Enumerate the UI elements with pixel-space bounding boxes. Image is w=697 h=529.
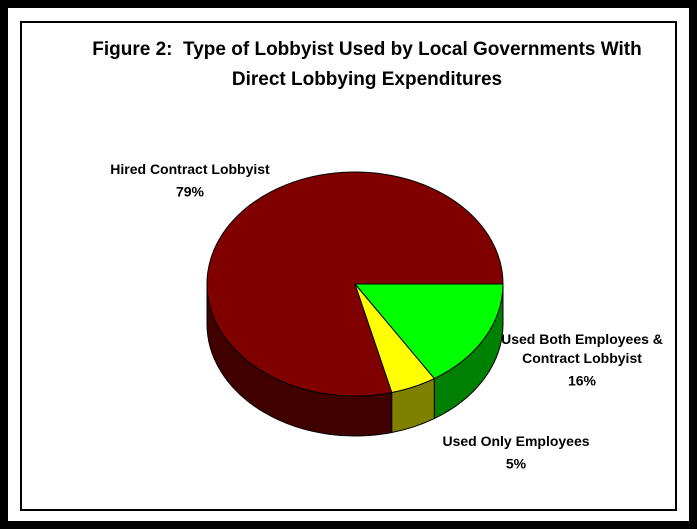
slice-value-label: 79% <box>176 184 205 200</box>
chart-title: Figure 2: Type of Lobbyist Used by Local… <box>92 39 642 90</box>
pie-slice <box>354 283 436 394</box>
slice-value-label: 5% <box>506 456 527 472</box>
slice-label: Used Both Employees & Contract Lobbyist <box>501 331 663 366</box>
slice-label: Hired Contract Lobbyist <box>110 161 270 177</box>
slice-label: Used Only Employees <box>442 433 589 449</box>
pie-slice <box>353 283 504 380</box>
slice-value-label: 16% <box>568 373 597 389</box>
